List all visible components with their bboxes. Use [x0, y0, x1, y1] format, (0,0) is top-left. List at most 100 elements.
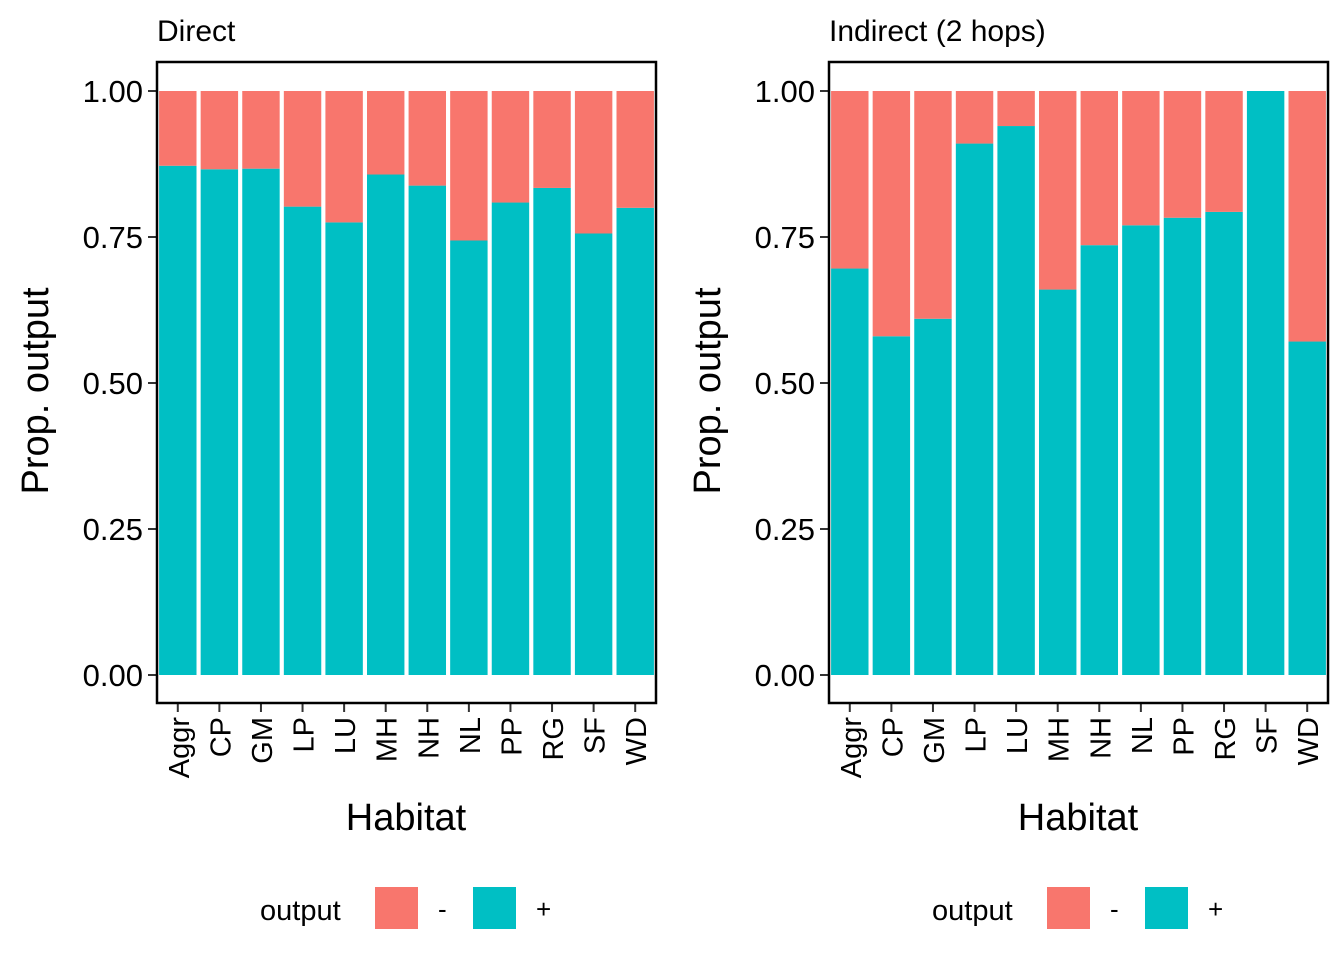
x-tick-label: GM [919, 717, 951, 764]
y-tick-label: 1.00 [755, 74, 815, 109]
bar-lp-positive [955, 143, 994, 675]
chart-title: Indirect (2 hops) [829, 15, 1046, 48]
bar-pp-positive [491, 202, 530, 676]
legend: output - + [932, 887, 1223, 929]
x-tick-label: NL [1127, 717, 1159, 754]
bar-lu-positive [325, 222, 363, 675]
x-tick-label: SF [580, 717, 612, 754]
bar-aggr-positive [159, 165, 197, 675]
bar-lu-negative [325, 91, 363, 223]
bar-rg-negative [1205, 91, 1243, 212]
legend-key-negative [375, 887, 418, 929]
bar-wd-negative [616, 91, 654, 208]
bar-cp-negative [872, 91, 911, 337]
bar-rg-positive [533, 187, 571, 675]
bar-wd-negative [1288, 91, 1326, 342]
y-tick-label: 0.50 [755, 366, 815, 401]
bar-lp-negative [955, 91, 994, 144]
bar-nh-negative [1080, 91, 1119, 246]
legend-label: + [1208, 894, 1223, 924]
bar-sf-positive [1246, 91, 1285, 675]
bar-gm-negative [914, 91, 952, 319]
x-tick-label: CP [205, 717, 237, 757]
legend-key-negative [1047, 887, 1090, 929]
bar-aggr-negative [831, 91, 869, 269]
x-tick-label: LU [330, 717, 362, 754]
bar-sf-positive [574, 233, 613, 675]
y-tick-label: 0.75 [83, 220, 143, 255]
legend-key-positive [1145, 887, 1188, 929]
x-axis-label: Habitat [346, 797, 467, 839]
chart-title: Direct [157, 15, 236, 48]
bar-pp-positive [1163, 217, 1202, 676]
bar-rg-positive [1205, 211, 1243, 675]
bar-nl-negative [1122, 91, 1160, 226]
x-tick-label: Aggr [164, 717, 196, 779]
plot-border [155, 60, 658, 705]
bar-wd-positive [1288, 341, 1326, 675]
x-tick-label: LU [1002, 717, 1034, 754]
legend-label: - [438, 894, 447, 924]
bar-pp-negative [1163, 91, 1202, 218]
legend-key-positive [473, 887, 516, 929]
bar-lu-positive [997, 126, 1035, 676]
x-tick-label: NH [413, 717, 445, 759]
bar-wd-positive [616, 207, 654, 676]
y-tick-label: 0.25 [755, 512, 815, 547]
chart-panel-direct: Direct Aggr CP GM LP LU MH NH NL PP RG SF WD 0.00 0.25… [15, 15, 658, 929]
x-tick-label: PP [496, 717, 528, 756]
x-tick-label: LP [961, 717, 993, 752]
bar-cp-positive [200, 169, 239, 675]
x-tick-label: SF [1252, 717, 1284, 754]
x-tick-label: RG [538, 717, 570, 761]
bar-mh-positive [367, 174, 405, 675]
bar-mh-positive [1039, 289, 1077, 675]
y-tick-label: 0.75 [755, 220, 815, 255]
chart-panel-indirect: Indirect (2 hops) Aggr CP GM LP LU MH NH NL PP RG S… [687, 15, 1330, 929]
bar-nl-positive [1122, 225, 1160, 675]
y-axis-label: Prop. output [15, 287, 57, 494]
bar-lp-negative [283, 91, 322, 207]
legend-title: output [932, 895, 1013, 927]
legend-label: + [536, 894, 551, 924]
bar-gm-positive [242, 168, 280, 676]
legend-title: output [260, 895, 341, 927]
bar-cp-negative [200, 91, 239, 170]
bar-lp-positive [283, 206, 322, 675]
bar-sf-negative [574, 91, 613, 234]
bar-pp-negative [491, 91, 530, 203]
x-tick-label: LP [289, 717, 321, 752]
bar-lu-negative [997, 91, 1035, 127]
x-tick-label: Aggr [836, 717, 868, 779]
y-tick-label: 0.00 [83, 658, 143, 693]
y-tick-label: 0.00 [755, 658, 815, 693]
bar-rg-negative [533, 91, 571, 188]
legend: output - + [260, 887, 551, 929]
x-tick-label: RG [1210, 717, 1242, 761]
x-tick-label: WD [621, 717, 653, 765]
bar-gm-positive [914, 318, 952, 675]
bar-nh-negative [408, 91, 447, 186]
bar-mh-negative [1039, 91, 1077, 290]
plot-border [827, 60, 1330, 705]
y-tick-label: 0.50 [83, 366, 143, 401]
legend-label: - [1110, 894, 1119, 924]
bar-aggr-positive [831, 268, 869, 675]
bar-nh-positive [408, 185, 447, 676]
x-tick-label: NL [455, 717, 487, 754]
x-tick-label: NH [1085, 717, 1117, 759]
bar-gm-negative [242, 91, 280, 169]
bar-mh-negative [367, 91, 405, 175]
x-tick-label: MH [372, 717, 404, 762]
x-tick-label: PP [1168, 717, 1200, 756]
y-tick-label: 1.00 [83, 74, 143, 109]
bar-aggr-negative [159, 91, 197, 166]
y-tick-label: 0.25 [83, 512, 143, 547]
x-tick-label: MH [1044, 717, 1076, 762]
x-tick-label: WD [1293, 717, 1325, 765]
x-axis-label: Habitat [1018, 797, 1139, 839]
bar-cp-positive [872, 336, 911, 675]
x-tick-label: CP [877, 717, 909, 757]
bar-nl-positive [450, 240, 488, 675]
